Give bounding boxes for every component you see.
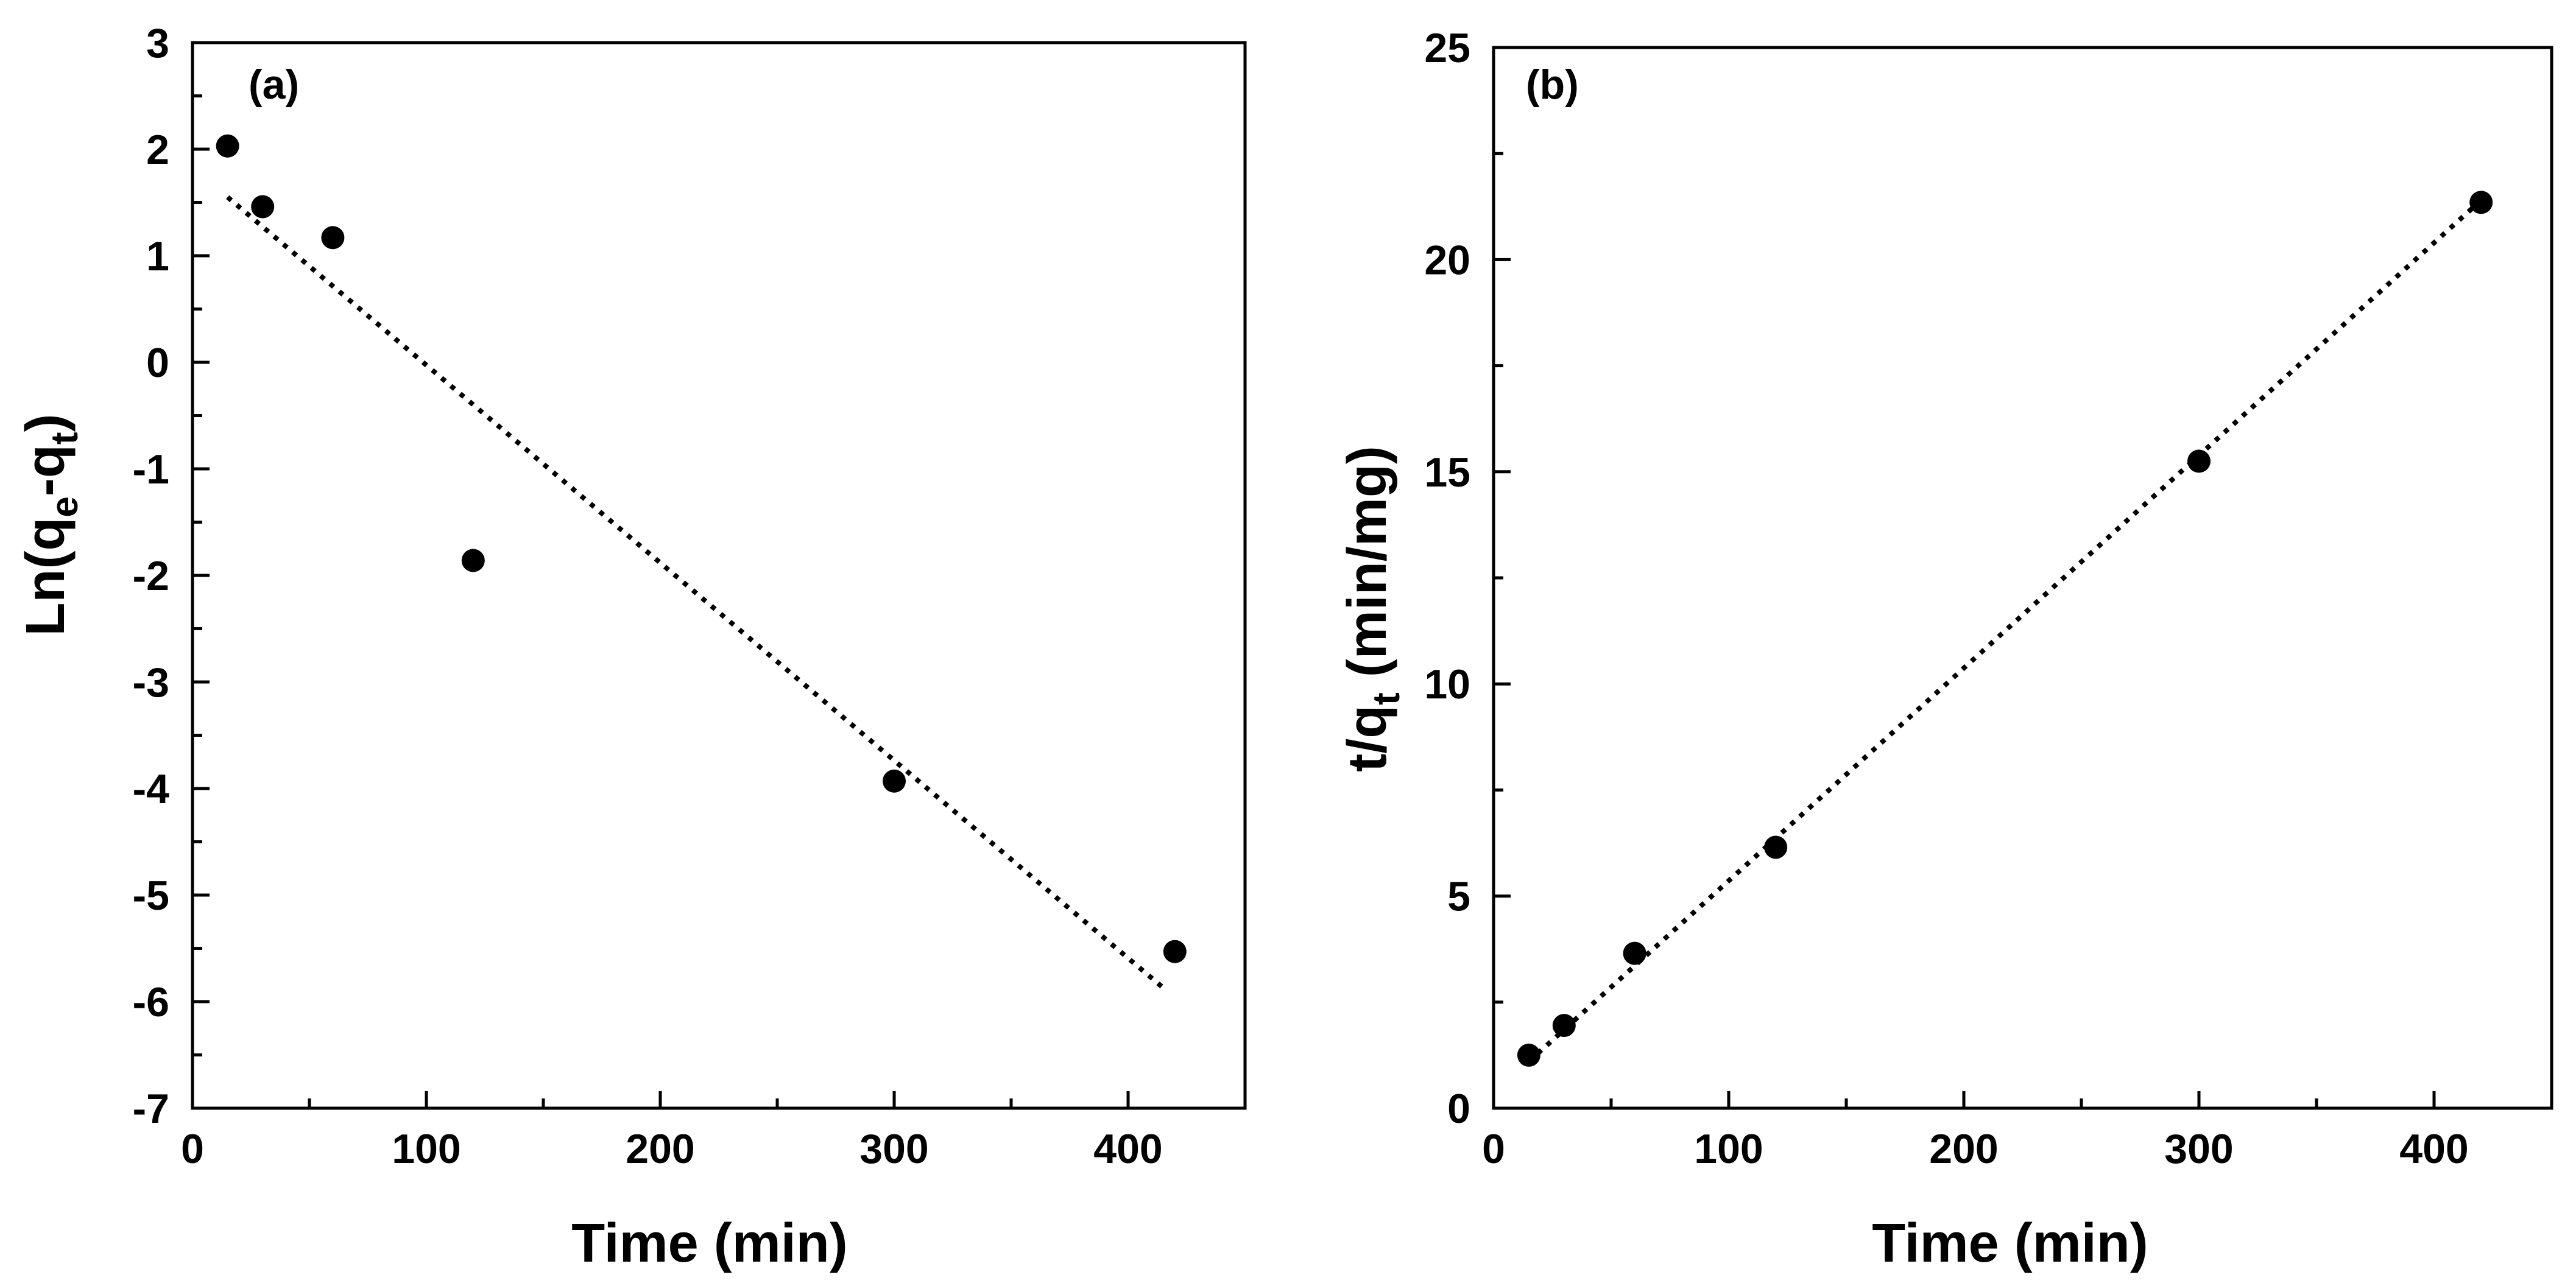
panel-b-y-tick-label: 15 [1424, 449, 1470, 496]
panel-b-y-tick-label: 25 [1424, 25, 1470, 71]
panel-b-data-point [1764, 835, 1788, 859]
panel-b-x-tick-label: 100 [1694, 1126, 1763, 1172]
panel-b-x-tick-label: 200 [1929, 1126, 1998, 1172]
panel-a-label: (a) [249, 61, 299, 108]
panel-b-data-point [2469, 191, 2493, 214]
panel-b-y-tick-label: 0 [1447, 1086, 1470, 1132]
panel-a-data-point [216, 134, 239, 158]
panel-a-y-axis-label: Ln(qe-qt) [15, 414, 86, 636]
panel-a-y-tick-label: -2 [133, 553, 169, 599]
panel-b-y-label-sub-t: t [1366, 692, 1408, 705]
panel-b-x-tick-label: 300 [2164, 1126, 2233, 1172]
panel-a-y-ticks: -7 -6 -5 -4 -3 -2 -1 0 1 2 3 [133, 20, 210, 1132]
panel-b-y-tick-label: 5 [1447, 874, 1470, 920]
panel-a-y-tick-label: -5 [133, 873, 169, 919]
panel-a-y-tick-label: 0 [146, 340, 169, 386]
panel-b-fit-line [1527, 198, 2483, 1064]
panel-a-data-point [321, 226, 345, 250]
panel-b-label: (b) [1526, 61, 1579, 108]
panel-b-x-ticks: 0 100 200 300 400 [1482, 1091, 2553, 1172]
panel-b-x-tick-label: 0 [1482, 1126, 1505, 1172]
panel-b-y-ticks: 0 5 10 15 20 25 [1424, 25, 1511, 1132]
panel-a-data-point [251, 195, 275, 219]
panel-a-x-tick-label: 0 [181, 1126, 204, 1172]
panel-b-data-point [1623, 941, 1646, 965]
panel-a-x-tick-label: 400 [1093, 1126, 1162, 1172]
panel-a-y-tick-label: -7 [133, 1086, 169, 1132]
panel-a-x-ticks: 0 100 200 300 400 [181, 1091, 1247, 1172]
panel-a-fit-line-group [226, 195, 1165, 990]
panel-a-points-group [216, 134, 1187, 963]
panel-b-x-tick-label: 400 [2399, 1126, 2468, 1172]
panel-a-y-label-suffix: ) [15, 414, 76, 432]
panel-a-fit-line [226, 195, 1165, 990]
panel-a-x-axis-label: Time (min) [571, 1213, 847, 1274]
panel-a-x-tick-label: 200 [626, 1126, 694, 1172]
panel-a-y-label-sub-e: e [44, 496, 86, 517]
panel-b-data-point [2187, 449, 2211, 473]
panel-a-plot-frame [191, 41, 1247, 1110]
panel-a-data-point [1163, 940, 1187, 963]
panel-a-x-tick-label: 100 [392, 1126, 461, 1172]
panel-b-data-point [1552, 1014, 1576, 1038]
panel-b-y-axis-label: t/qt (min/mg) [1337, 446, 1408, 772]
panel-a-y-tick-label: 2 [146, 127, 169, 173]
panel-a-y-tick-label: 1 [146, 233, 169, 279]
panel-b-x-axis-label: Time (min) [1872, 1213, 2148, 1274]
panel-b-data-point [1517, 1043, 1540, 1067]
panel-b-y-label-suffix: (min/mg) [1337, 446, 1398, 692]
panel-b-y-tick-label: 20 [1424, 237, 1470, 283]
panel-a-y-label-prefix: Ln(q [15, 518, 76, 636]
panel-a-y-tick-label: -3 [133, 659, 169, 706]
panel-a-x-tick-label: 300 [859, 1126, 928, 1172]
panel-a-y-tick-label: 3 [146, 20, 169, 66]
panel-a-data-point [883, 769, 906, 793]
panel-a-chart: 0 100 200 300 400 -7 -6 -5 -4 -3 -2 -1 0 1 2 3 (a) Tim… [15, 20, 1247, 1274]
panel-a-y-label-mid: -q [15, 444, 76, 496]
panel-a-y-tick-label: -6 [133, 979, 169, 1025]
panel-b-y-tick-label: 10 [1424, 661, 1470, 708]
panel-b-points-group [1517, 191, 2493, 1067]
panel-b-fit-line-group [1527, 198, 2483, 1064]
panel-b-plot-frame [1492, 46, 2553, 1110]
panel-a-data-point [461, 549, 485, 572]
panel-a-y-tick-label: -1 [133, 446, 169, 493]
panel-a-y-label-sub-t: t [44, 432, 86, 444]
panel-b-y-label-prefix: t/q [1337, 705, 1398, 772]
panel-a-y-tick-label: -4 [133, 766, 170, 812]
